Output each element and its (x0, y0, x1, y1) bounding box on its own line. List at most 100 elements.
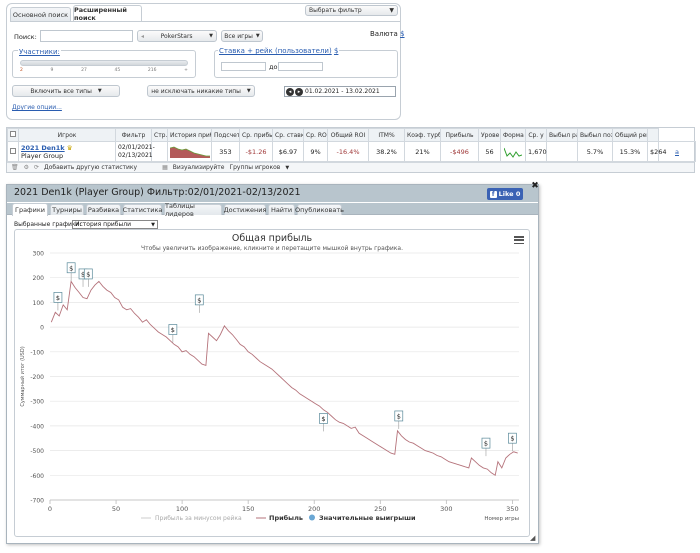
tab-leaderboards[interactable]: Таблицы лидеров (164, 202, 222, 218)
col-itm[interactable]: ITM% (368, 128, 405, 142)
y-tick-label: -700 (30, 498, 44, 505)
tab-achievements[interactable]: Достижения (223, 204, 267, 215)
stats-table: Игрок Фильтр Стр. История приб Подсчет С… (6, 127, 696, 173)
turbo-value: 21% (404, 141, 441, 162)
tab-statistics[interactable]: Статистика (122, 204, 163, 215)
big-win-label: $ (484, 440, 488, 448)
date-range-value: 01.02.2021 - 13.02.2021 (305, 88, 380, 95)
col-turbo[interactable]: Коэф. турб (404, 128, 441, 142)
stats-header-row: Игрок Фильтр Стр. История приб Подсчет С… (7, 128, 696, 142)
graph-select[interactable]: История прибыли ▼ (72, 220, 158, 229)
total-rake-value: $264 (647, 141, 667, 162)
table-footer: 🗑 ⚙ ⟳ Добавить другую статистику ▦ Визуа… (7, 162, 694, 172)
col-profit[interactable]: Прибыль (440, 128, 479, 142)
player-name-link[interactable]: 2021 Den1k (21, 143, 65, 152)
col-player[interactable]: Игрок (18, 128, 116, 142)
close-icon[interactable]: ✖ (531, 181, 539, 191)
prev-icon[interactable]: ◂ (286, 87, 294, 96)
tab-breakdown[interactable]: Разбивка (86, 204, 121, 215)
profit-value: -$496 (440, 141, 479, 162)
col-avg-roi[interactable]: Ср. ROI (303, 128, 328, 142)
col-form[interactable]: Форма (500, 128, 526, 142)
col-filter[interactable]: Фильтр (115, 128, 152, 142)
big-win-flag (83, 268, 93, 280)
select-all-checkbox[interactable] (7, 128, 19, 142)
y-tick-label: -300 (30, 399, 44, 406)
participants-label[interactable]: Участники: (18, 48, 61, 56)
filter-select[interactable]: Выбрать фильтр ▼ (305, 5, 398, 16)
col-early-out[interactable]: Выбыл ран (546, 128, 578, 142)
chevron-down-icon: ▼ (151, 221, 155, 228)
expand-link[interactable]: a (658, 141, 696, 162)
chart-menu-icon[interactable] (514, 236, 524, 244)
y-tick-label: -100 (30, 349, 44, 356)
other-options-link[interactable]: Другие опции... (12, 104, 62, 111)
profit-history-sparkline[interactable] (167, 141, 212, 162)
col-avg-field[interactable]: Ср. у (525, 128, 547, 142)
total-roi-value: -16.4% (327, 141, 369, 162)
col-level[interactable]: Урове (478, 128, 501, 142)
exclude-types-button[interactable]: не исключать никакие типы ▼ (147, 85, 255, 97)
settings-icon[interactable]: ⚙ (23, 164, 30, 171)
window-title: 2021 Den1k (Player Group) Фильтр:02/01/2… (14, 187, 301, 198)
tab-advanced-search[interactable]: Расширенный поиск (73, 5, 142, 22)
col-total-roi[interactable]: Общий ROI (327, 128, 369, 142)
big-win-flag (53, 292, 63, 303)
stake-to-label: до (269, 63, 278, 71)
chevron-down-icon: ▼ (255, 33, 260, 39)
y-tick-label: 0 (40, 325, 44, 332)
add-stat-link[interactable]: Добавить другую статистику (44, 164, 138, 171)
currency-link[interactable]: $ (400, 30, 405, 38)
avg-field-value: 1,670 (525, 141, 547, 162)
profit-series-line (50, 280, 518, 477)
date-range-control[interactable]: ◂ ▸ 01.02.2021 - 13.02.2021 (284, 86, 396, 97)
player-group: Player Group (21, 151, 64, 160)
search-input[interactable] (40, 30, 133, 42)
stake-min-input[interactable] (221, 62, 266, 71)
refresh-icon[interactable]: ⟳ (34, 164, 40, 171)
col-total-rake[interactable]: Общий рей (612, 128, 648, 142)
search-label: Поиск: (14, 33, 37, 41)
count-value: 353 (211, 141, 240, 162)
resize-handle-icon[interactable]: ◢ (530, 534, 536, 542)
col-avg-stake[interactable]: Ср. ставк (272, 128, 304, 142)
col-avg-profit[interactable]: Ср. прибы (239, 128, 273, 142)
big-win-flag (481, 437, 491, 449)
stake-max-input[interactable] (278, 62, 323, 71)
col-late-out[interactable]: Выбыл позд (577, 128, 613, 142)
tab-publish[interactable]: Опубликовать (295, 204, 344, 215)
form-sparkline[interactable] (500, 141, 526, 162)
tab-charts[interactable]: Графики (12, 203, 48, 216)
col-count[interactable]: Подсчет (211, 128, 240, 142)
delete-icon[interactable]: 🗑 (11, 164, 19, 171)
chevron-down-icon: ▼ (246, 88, 251, 94)
player-groups-link[interactable]: Группы игроков (229, 164, 281, 171)
site-select[interactable]: ◂ PokerStars ▼ (137, 30, 217, 42)
row-checkbox[interactable] (7, 141, 19, 162)
y-tick-label: 200 (33, 275, 45, 282)
visualize-link[interactable]: Визуализируйте (172, 164, 225, 171)
tab-basic-search[interactable]: Основной поиск (10, 7, 71, 22)
big-win-flag (66, 262, 76, 274)
col-profit-history[interactable]: История приб (167, 128, 212, 142)
tab-tournaments[interactable]: Турниры (50, 204, 84, 215)
stake-currency-link[interactable]: $ (333, 47, 339, 55)
big-win-flag (319, 413, 328, 424)
legend-net-profit: Прибыль за минусом рейка (155, 515, 242, 522)
x-tick-label: 200 (308, 505, 320, 513)
col-page[interactable]: Стр. (151, 128, 168, 142)
legend-profit: Прибыль (269, 514, 303, 522)
legend-big-wins: Значительные выигрыши (319, 514, 416, 522)
x-axis-label: Номер игры (484, 516, 519, 522)
avg-stake-value: $6.97 (272, 141, 304, 162)
avg-profit-value: -$1.26 (239, 141, 273, 162)
next-icon[interactable]: ▸ (295, 87, 303, 96)
facebook-like-button[interactable]: f Like 0 (487, 188, 523, 200)
participants-slider[interactable] (20, 60, 188, 66)
big-win-label: $ (69, 264, 73, 272)
tab-find[interactable]: Найти (268, 204, 295, 215)
stake-label: Ставка + рейк (пользователи) $ (218, 47, 340, 55)
include-types-button[interactable]: Включить все типы ▼ (12, 85, 120, 97)
games-select[interactable]: Все игры ▼ (221, 30, 263, 42)
